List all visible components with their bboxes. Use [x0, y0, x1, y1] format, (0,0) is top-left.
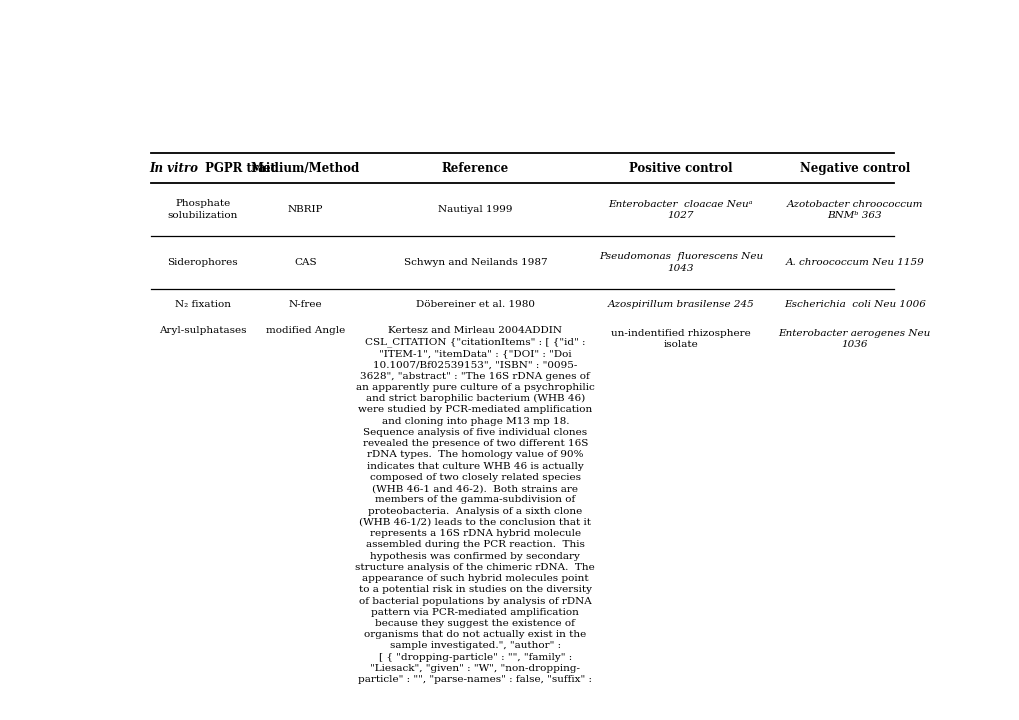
Text: un-indentified rhizosphere
isolate: un-indentified rhizosphere isolate [610, 329, 750, 349]
Text: Phosphate
solubilization: Phosphate solubilization [167, 199, 237, 220]
Text: Medium/Method: Medium/Method [251, 162, 360, 175]
Text: Positive control: Positive control [629, 162, 732, 175]
Text: N-free: N-free [288, 300, 322, 308]
Text: Schwyn and Neilands 1987: Schwyn and Neilands 1987 [404, 258, 546, 267]
Text: In vitro: In vitro [150, 162, 199, 175]
Text: Enterobacter aerogenes Neu
1036: Enterobacter aerogenes Neu 1036 [777, 329, 930, 349]
Text: CAS: CAS [293, 258, 316, 267]
Text: Pseudomonas  fluorescens Neu
1043: Pseudomonas fluorescens Neu 1043 [598, 252, 762, 273]
Text: PGPR trait: PGPR trait [201, 162, 275, 175]
Text: Escherichia  coli Neu 1006: Escherichia coli Neu 1006 [783, 300, 925, 308]
Text: Kertesz and Mirleau 2004ADDIN
CSL_CITATION {"citationItems" : [ {"id" :
"ITEM-1": Kertesz and Mirleau 2004ADDIN CSL_CITATI… [355, 326, 595, 684]
Text: Azotobacter chroococcum
BNMᵇ 363: Azotobacter chroococcum BNMᵇ 363 [786, 199, 922, 220]
Text: Azospirillum brasilense 245: Azospirillum brasilense 245 [607, 300, 753, 308]
Text: Siderophores: Siderophores [167, 258, 237, 267]
Text: NBRIP: NBRIP [287, 205, 323, 215]
Text: Aryl-sulphatases: Aryl-sulphatases [159, 326, 247, 335]
Text: Negative control: Negative control [799, 162, 909, 175]
Text: Reference: Reference [441, 162, 508, 175]
Text: Enterobacter  cloacae Neuᵃ
1027: Enterobacter cloacae Neuᵃ 1027 [608, 199, 752, 220]
Text: A. chroococcum Neu 1159: A. chroococcum Neu 1159 [785, 258, 923, 267]
Text: Döbereiner et al. 1980: Döbereiner et al. 1980 [416, 300, 534, 308]
Text: N₂ fixation: N₂ fixation [174, 300, 230, 308]
Text: modified Angle: modified Angle [266, 326, 344, 335]
Text: Nautiyal 1999: Nautiyal 1999 [437, 205, 513, 215]
